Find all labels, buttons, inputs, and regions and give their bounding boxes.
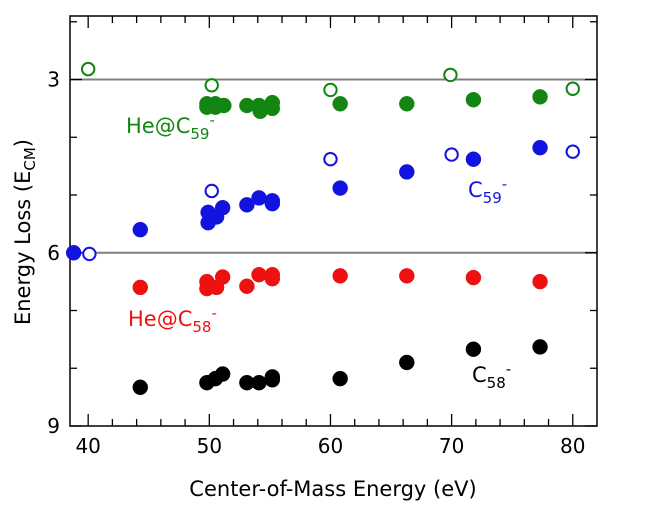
data-points (65, 61, 580, 396)
data-point-series-3-filled (132, 379, 149, 396)
data-point-series-2-filled (532, 273, 548, 290)
data-point-series-1-filled (214, 199, 231, 216)
data-point-series-0-filled (264, 100, 281, 117)
data-point-series-0-filled (216, 97, 232, 114)
data-point-series-2-filled (132, 279, 149, 296)
y-axis-title: Energy Loss (ECM) (11, 139, 39, 325)
data-point-series-2-filled (399, 268, 415, 284)
data-point-series-3-filled (264, 372, 281, 388)
data-point-series-1-open (204, 183, 219, 199)
data-point-series-1-filled (251, 190, 267, 206)
data-point-series-3-filled (332, 370, 348, 387)
data-point-series-2-filled (251, 266, 267, 283)
data-point-series-1-filled (132, 221, 149, 238)
data-point-series-0-open (565, 81, 580, 96)
data-point-series-1-open (82, 246, 97, 262)
data-point-series-0-open (443, 67, 458, 83)
data-point-series-1-filled (332, 180, 348, 196)
data-point-series-3-filled (399, 354, 415, 371)
axis-tick-labels: 40 50 60 70 80 3 6 9 (47, 68, 585, 458)
series-label-he-c59: He@C59- (126, 111, 215, 143)
data-point-series-3-filled (251, 374, 267, 391)
data-point-series-0-filled (332, 96, 348, 112)
reference-lines (70, 78, 597, 254)
data-point-series-1-open (323, 152, 338, 167)
data-point-series-2-filled (332, 268, 348, 284)
data-point-series-1-filled (264, 195, 281, 212)
y-tick-label: 6 (47, 241, 60, 265)
y-tick-label: 3 (47, 68, 60, 92)
x-axis-title: Center-of-Mass Energy (eV) (189, 477, 476, 501)
x-tick-label: 80 (560, 434, 585, 458)
data-point-series-0-filled (465, 91, 482, 108)
data-point-series-2-filled (264, 270, 281, 287)
data-point-series-2-filled (465, 269, 482, 286)
data-point-series-2-filled (214, 269, 231, 285)
x-tick-label: 50 (197, 434, 222, 458)
data-point-series-0-open (204, 78, 219, 93)
data-point-series-1-open (444, 147, 459, 162)
y-tick-label: 9 (47, 414, 60, 438)
data-point-series-0-filled (399, 96, 415, 112)
data-point-series-1-filled (65, 245, 82, 261)
data-point-series-1-filled (465, 151, 482, 167)
series-label-c58: C58- (472, 360, 511, 392)
data-point-series-3-filled (214, 366, 231, 382)
data-point-series-1-filled (532, 139, 548, 156)
data-point-series-0-filled (532, 89, 548, 105)
series-label-c59: C59- (468, 175, 507, 207)
data-point-series-1-open (565, 144, 580, 159)
data-point-series-3-filled (532, 339, 548, 355)
data-point-series-1-filled (239, 197, 255, 213)
data-point-series-2-filled (239, 278, 255, 295)
data-point-series-0-open (323, 82, 338, 98)
plot-frame (69, 15, 598, 427)
axis-ticks (70, 16, 597, 427)
data-point-series-1-filled (399, 164, 415, 180)
data-point-series-0-open (80, 61, 96, 77)
data-point-series-3-filled (465, 341, 482, 357)
x-tick-label: 40 (75, 434, 100, 458)
x-tick-label: 70 (439, 434, 464, 458)
series-label-he-c58: He@C58- (128, 304, 217, 336)
x-tick-label: 60 (318, 434, 343, 458)
